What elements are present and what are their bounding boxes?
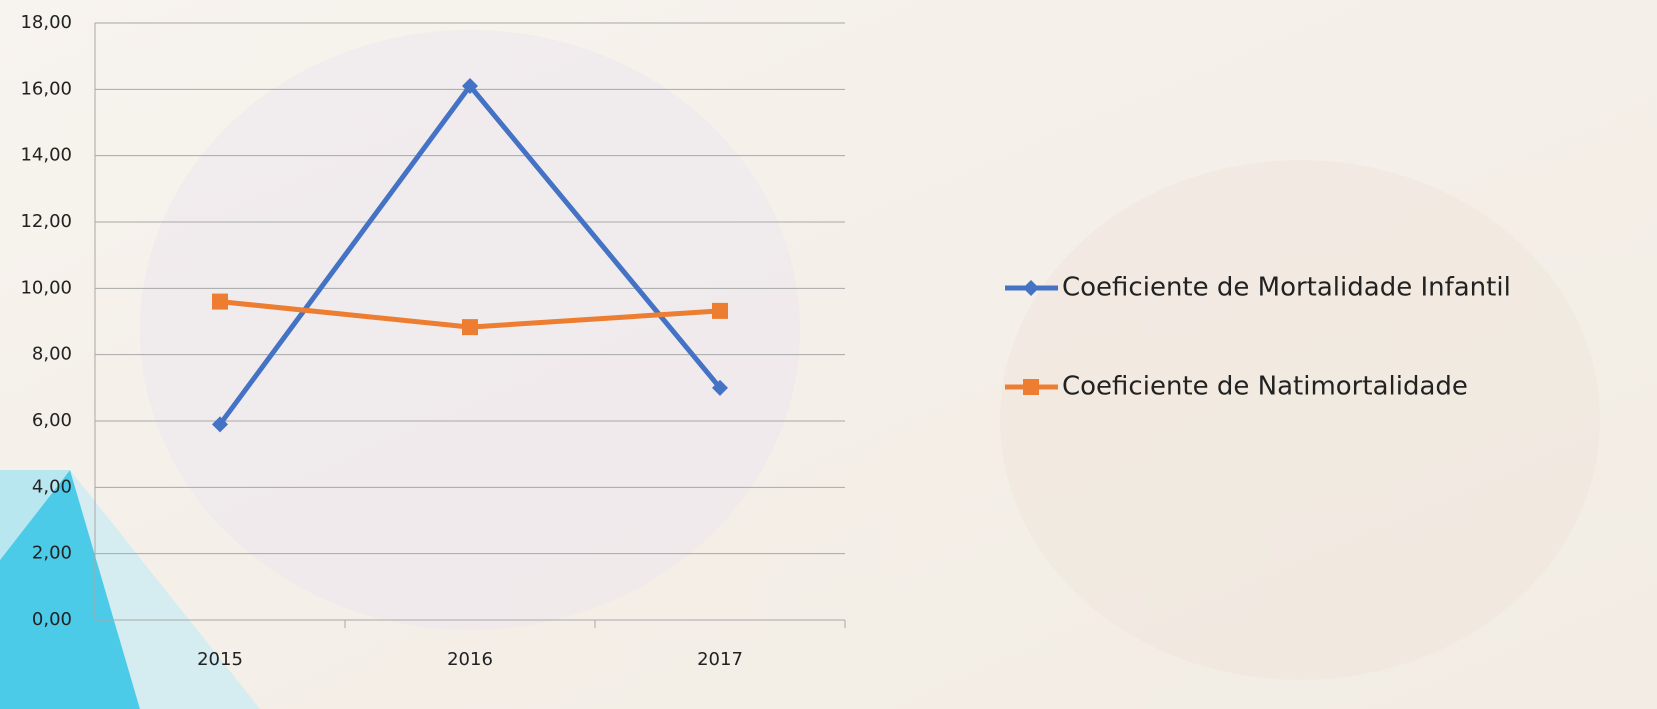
background-shape [1000,160,1600,680]
background-triangle [0,470,70,560]
data-point [462,319,478,336]
data-point [712,379,728,396]
legend-label: Coeficiente de Mortalidade Infantil [1062,273,1511,303]
legend-marker [1023,280,1039,296]
y-tick-label: 8,00 [32,344,72,365]
x-tick-label: 2016 [447,649,493,670]
data-point [212,416,228,433]
x-tick-label: 2017 [697,649,743,670]
legend-label: Coeficiente de Natimortalidade [1062,372,1468,402]
background-triangle [0,470,140,709]
background-triangle [70,470,260,709]
data-point [462,78,478,95]
y-tick-label: 12,00 [20,211,72,232]
data-point [712,302,728,319]
y-tick-label: 4,00 [32,476,72,497]
y-tick-label: 14,00 [20,145,72,166]
y-tick-label: 6,00 [32,410,72,431]
legend-marker [1023,379,1039,395]
plot-area: 0,00 2,00 4,00 6,00 8,00 10,00 12,00 14,00 16,00… [20,12,1510,670]
y-tick-label: 16,00 [20,78,72,99]
y-tick-label: 10,00 [20,277,72,298]
x-tick-label: 2015 [197,649,243,670]
y-tick-label: 2,00 [32,543,72,564]
data-point [212,293,228,310]
y-tick-label: 0,00 [32,609,72,630]
y-tick-label: 18,00 [20,12,72,33]
